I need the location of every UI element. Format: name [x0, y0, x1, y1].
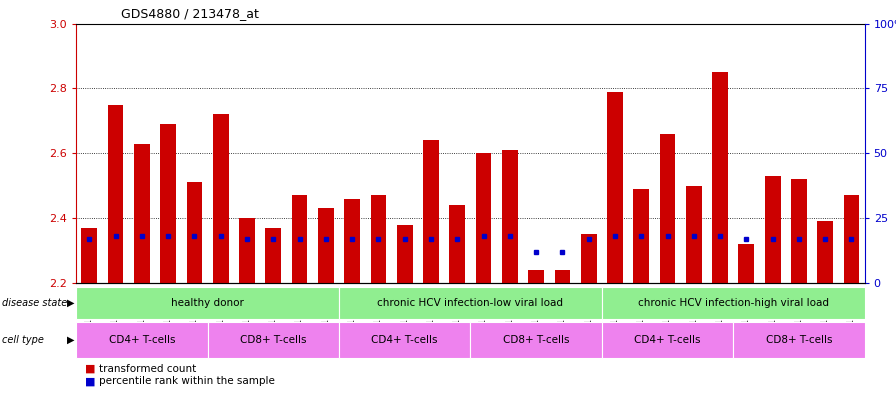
Bar — [371, 195, 386, 283]
Bar — [160, 124, 176, 283]
Bar — [397, 225, 412, 283]
Text: chronic HCV infection-low viral load: chronic HCV infection-low viral load — [377, 298, 564, 308]
Bar — [208, 322, 339, 358]
Bar — [476, 153, 491, 283]
Text: healthy donor: healthy donor — [171, 298, 244, 308]
Bar — [292, 195, 307, 283]
Text: ▶: ▶ — [67, 335, 74, 345]
Text: chronic HCV infection-high viral load: chronic HCV infection-high viral load — [638, 298, 829, 308]
Text: transformed count: transformed count — [99, 364, 196, 374]
Bar — [712, 72, 728, 283]
Bar — [82, 228, 97, 283]
Bar — [607, 92, 623, 283]
Bar — [239, 218, 254, 283]
Bar — [108, 105, 124, 283]
Bar — [134, 143, 150, 283]
Bar — [265, 228, 281, 283]
Bar — [602, 287, 865, 318]
Bar — [844, 195, 859, 283]
Bar — [765, 176, 780, 283]
Bar — [502, 150, 518, 283]
Text: CD8+ T-cells: CD8+ T-cells — [766, 335, 832, 345]
Text: ■: ■ — [85, 376, 96, 386]
Text: CD4+ T-cells: CD4+ T-cells — [372, 335, 438, 345]
Text: CD4+ T-cells: CD4+ T-cells — [634, 335, 701, 345]
Bar — [659, 134, 676, 283]
Text: disease state: disease state — [2, 298, 67, 308]
Bar — [213, 114, 228, 283]
Text: ■: ■ — [85, 364, 96, 374]
Bar — [339, 287, 602, 318]
Bar — [339, 322, 470, 358]
Bar — [186, 182, 202, 283]
Bar — [470, 322, 602, 358]
Text: percentile rank within the sample: percentile rank within the sample — [99, 376, 274, 386]
Text: CD8+ T-cells: CD8+ T-cells — [503, 335, 569, 345]
Text: GDS4880 / 213478_at: GDS4880 / 213478_at — [121, 7, 259, 20]
Bar — [529, 270, 544, 283]
Text: CD4+ T-cells: CD4+ T-cells — [108, 335, 175, 345]
Bar — [686, 186, 702, 283]
Bar — [423, 140, 439, 283]
Bar — [817, 221, 833, 283]
Bar — [581, 234, 597, 283]
Bar — [76, 322, 208, 358]
Bar — [738, 244, 754, 283]
Bar — [633, 189, 649, 283]
Text: CD8+ T-cells: CD8+ T-cells — [240, 335, 306, 345]
Bar — [344, 199, 360, 283]
Bar — [602, 322, 733, 358]
Bar — [791, 179, 806, 283]
Text: cell type: cell type — [2, 335, 44, 345]
Bar — [733, 322, 865, 358]
Bar — [76, 287, 339, 318]
Bar — [318, 208, 333, 283]
Bar — [450, 205, 465, 283]
Bar — [555, 270, 570, 283]
Text: ▶: ▶ — [67, 298, 74, 308]
